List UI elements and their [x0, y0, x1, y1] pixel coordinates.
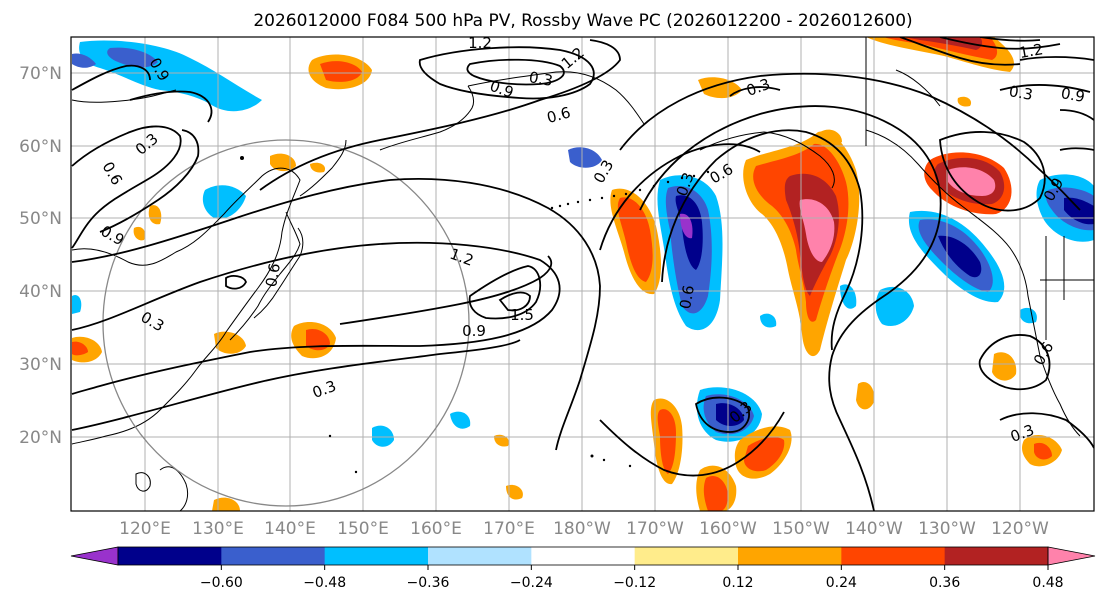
- map-frame: [70, 36, 1095, 512]
- contour-label: 1.2: [468, 34, 492, 52]
- lon-label: 140°E: [264, 519, 316, 539]
- colorbar-swatch: [738, 547, 842, 565]
- contour-label: 0.3: [1008, 82, 1035, 104]
- lon-label: 170°E: [483, 519, 535, 539]
- contour-label: 0.9: [462, 322, 486, 340]
- colorbar-ticks: −0.60 −0.48 −0.36 −0.24 −0.12 0.12 0.24 0.36 0.4…: [200, 565, 1064, 591]
- colorbar: [70, 546, 1096, 566]
- latitude-labels: 70°N 60°N 50°N 40°N 30°N 20°N: [19, 64, 62, 448]
- colorbar-tick-label: −0.24: [510, 575, 553, 591]
- contour-label: 0.6: [676, 284, 698, 311]
- colorbar-tick-label: 0.48: [1032, 575, 1063, 591]
- lat-label: 30°N: [19, 355, 62, 375]
- colorbar-tick-label: 0.24: [826, 575, 857, 591]
- contour-label: 1.2: [1018, 40, 1045, 62]
- colorbar-frame: [117, 546, 1049, 566]
- contour-label: 0.6: [262, 262, 284, 289]
- lat-label: 70°N: [19, 64, 62, 84]
- colorbar-extend-low: [70, 546, 119, 566]
- pv-contours: [71, 37, 1094, 511]
- lon-label: 140°W: [845, 519, 903, 539]
- colorbar-tick-label: −0.60: [200, 575, 243, 591]
- figure-title: 2026012000 F084 500 hPa PV, Rossby Wave …: [253, 11, 912, 31]
- colorbar-extend-high: [1047, 546, 1096, 566]
- lon-label: 180°W: [553, 519, 611, 539]
- lat-label: 50°N: [19, 209, 62, 229]
- lon-label: 120°E: [119, 519, 171, 539]
- island-chain: [240, 156, 710, 474]
- contour-label: 0.6: [545, 103, 573, 127]
- colorbar-tick-label: 0.12: [722, 575, 753, 591]
- colorbar-swatch: [118, 547, 222, 565]
- contour-label: 0.3: [528, 68, 555, 90]
- colorbar-tick-label: −0.12: [613, 575, 656, 591]
- lon-label: 170°W: [626, 519, 684, 539]
- influence-circle: [102, 139, 470, 507]
- colorbar-swatch: [221, 547, 326, 565]
- lon-label: 150°W: [772, 519, 830, 539]
- colorbar-swatch: [324, 547, 429, 565]
- lon-label: 130°W: [918, 519, 976, 539]
- longitude-labels: 120°E 130°E 140°E 150°E 160°E 170°E 180°…: [119, 519, 1049, 539]
- colorbar-tick-label: −0.48: [303, 575, 346, 591]
- colorbar-swatch: [841, 547, 946, 565]
- lon-label: 160°W: [699, 519, 757, 539]
- contour-label: 0.9: [1060, 84, 1087, 106]
- colorbar-tick-label: −0.36: [407, 575, 450, 591]
- lat-label: 40°N: [19, 282, 62, 302]
- lon-label: 160°E: [410, 519, 462, 539]
- map-content: 1.2 0.9 1.2 0.3 0.6 0.3 0.9 0.6 0.9 0.3 …: [71, 34, 1094, 511]
- lat-label: 60°N: [19, 137, 62, 157]
- lon-label: 150°E: [337, 519, 389, 539]
- colorbar-swatch: [634, 547, 739, 565]
- lon-label: 120°W: [991, 519, 1049, 539]
- contour-label: 1.5: [510, 306, 534, 324]
- colorbar-swatch: [944, 547, 1049, 565]
- colorbar-tick-label: 0.36: [929, 575, 960, 591]
- colorbar-swatch: [531, 547, 636, 565]
- colorbar-swatch: [428, 547, 532, 565]
- lon-label: 130°E: [192, 519, 244, 539]
- lat-label: 20°N: [19, 428, 62, 448]
